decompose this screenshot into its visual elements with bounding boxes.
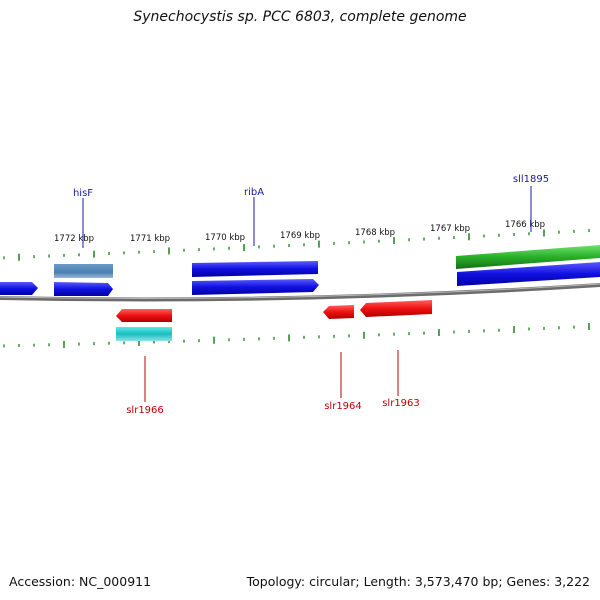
scale-label-1767: 1767 kbp (430, 224, 470, 234)
scale-label-1768: 1768 kbp (355, 228, 395, 238)
gene-label-slr1964[interactable]: slr1964 (324, 401, 362, 412)
gene-slr1963[interactable] (360, 300, 432, 317)
gene-forward-left-partial[interactable] (0, 282, 38, 295)
gene-label-ribA[interactable]: ribA (244, 187, 264, 198)
gene-ribA-upper[interactable] (192, 261, 318, 277)
gene-label-hisF[interactable]: hisF (73, 188, 93, 199)
topology-summary: Topology: circular; Length: 3,573,470 bp… (246, 574, 590, 589)
rna-gene-sll1895[interactable] (456, 245, 600, 269)
gene-label-sll1895[interactable]: sll1895 (513, 174, 549, 185)
scale-label-1769: 1769 kbp (280, 231, 320, 241)
gene-hisF[interactable] (54, 282, 113, 296)
genome-backbone-highlight (0, 283, 600, 299)
gene-slr1966[interactable] (116, 309, 172, 322)
scale-label-1770: 1770 kbp (205, 233, 245, 243)
gene-slr1964[interactable] (323, 305, 354, 319)
accession-label: Accession: NC_000911 (9, 574, 152, 589)
scale-label-1772: 1772 kbp (54, 234, 94, 244)
gene-label-slr1966[interactable]: slr1966 (126, 405, 164, 416)
misc-feature-slr1966[interactable] (116, 327, 172, 341)
gene-ribA[interactable] (192, 279, 319, 295)
gene-sll1895[interactable] (457, 262, 600, 286)
scale-label-1771: 1771 kbp (130, 234, 170, 244)
scale-ticks-reverse (3, 322, 590, 348)
gene-label-slr1963[interactable]: slr1963 (382, 398, 420, 409)
map-title: Synechocystis sp. PCC 6803, complete gen… (133, 9, 467, 25)
scale-label-1766: 1766 kbp (505, 220, 545, 230)
misc-feature-hisF[interactable] (54, 264, 113, 278)
genome-backbone (0, 283, 600, 302)
scale-ticks-forward (3, 229, 590, 261)
